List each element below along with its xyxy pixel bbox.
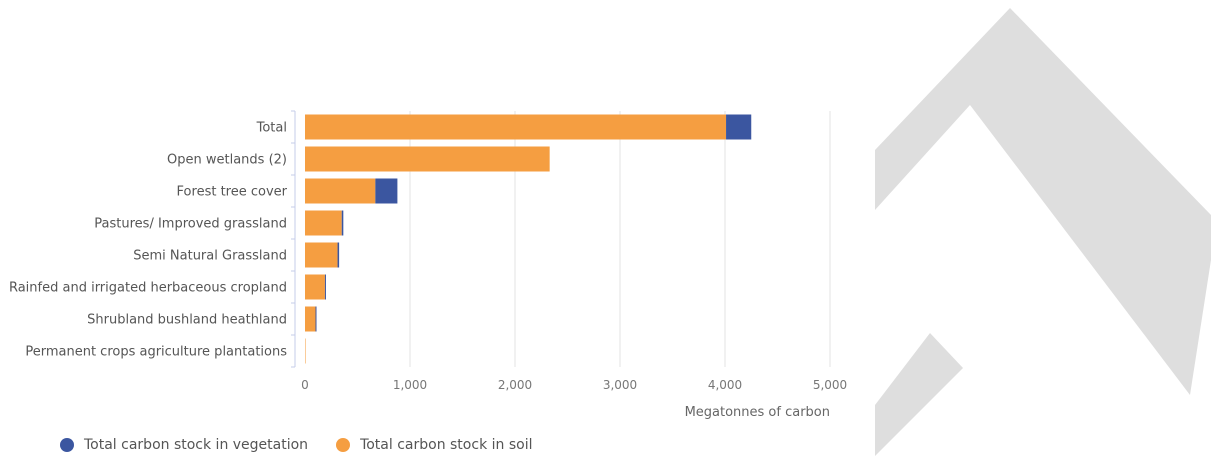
category-label: Shrubland bushland heathland: [87, 313, 287, 328]
category-label: Open wetlands (2): [167, 153, 287, 168]
category-label: Rainfed and irrigated herbaceous croplan…: [9, 281, 287, 296]
legend-item-soil[interactable]: Total carbon stock in soil: [336, 437, 532, 453]
bar-soil[interactable]: [305, 114, 727, 140]
category-labels: Total Open wetlands (2) Forest tree cover P…: [9, 121, 288, 360]
y-axis: [291, 110, 296, 368]
legend-marker-vegetation: [60, 438, 74, 452]
x-tick-label: 1,000: [393, 378, 427, 392]
bar-soil[interactable]: [305, 146, 550, 172]
bar-soil[interactable]: [305, 338, 306, 364]
x-tick-label: 2,000: [498, 378, 532, 392]
bar-vegetation[interactable]: [324, 274, 326, 300]
legend-label-vegetation: Total carbon stock in vegetation: [84, 437, 309, 453]
category-label: Permanent crops agriculture plantations: [25, 345, 287, 360]
bar-vegetation[interactable]: [341, 210, 344, 236]
watermark-stroke-lower: [875, 333, 963, 456]
category-label: Total: [256, 121, 287, 136]
bars: [305, 114, 752, 364]
bar-vegetation[interactable]: [315, 306, 317, 332]
bar-soil[interactable]: [305, 210, 342, 236]
x-tick-label: 5,000: [813, 378, 847, 392]
watermark-stroke-diagonal: [875, 8, 1211, 395]
x-tick-label: 3,000: [603, 378, 637, 392]
bar-soil[interactable]: [305, 178, 376, 204]
x-tick-label: 4,000: [708, 378, 742, 392]
bar-soil[interactable]: [305, 306, 316, 332]
bar-soil[interactable]: [305, 242, 338, 268]
bar-soil[interactable]: [305, 274, 325, 300]
category-label: Pastures/ Improved grassland: [94, 217, 287, 232]
category-label: Forest tree cover: [177, 185, 288, 200]
watermark-shape: [875, 8, 1211, 456]
legend-label-soil: Total carbon stock in soil: [360, 437, 533, 453]
bar-vegetation[interactable]: [375, 178, 398, 204]
x-tick-label: 0: [301, 378, 309, 392]
legend-item-vegetation[interactable]: Total carbon stock in vegetation: [60, 437, 308, 453]
x-tick-labels: 0 1,000 2,000 3,000 4,000 5,000: [301, 378, 847, 392]
bar-vegetation[interactable]: [726, 114, 752, 140]
legend: Total carbon stock in vegetation Total c…: [60, 437, 560, 453]
legend-marker-soil: [336, 438, 351, 452]
x-axis-title: Megatonnes of carbon: [685, 405, 830, 420]
bar-vegetation[interactable]: [337, 242, 340, 268]
category-label: Semi Natural Grassland: [133, 249, 287, 264]
